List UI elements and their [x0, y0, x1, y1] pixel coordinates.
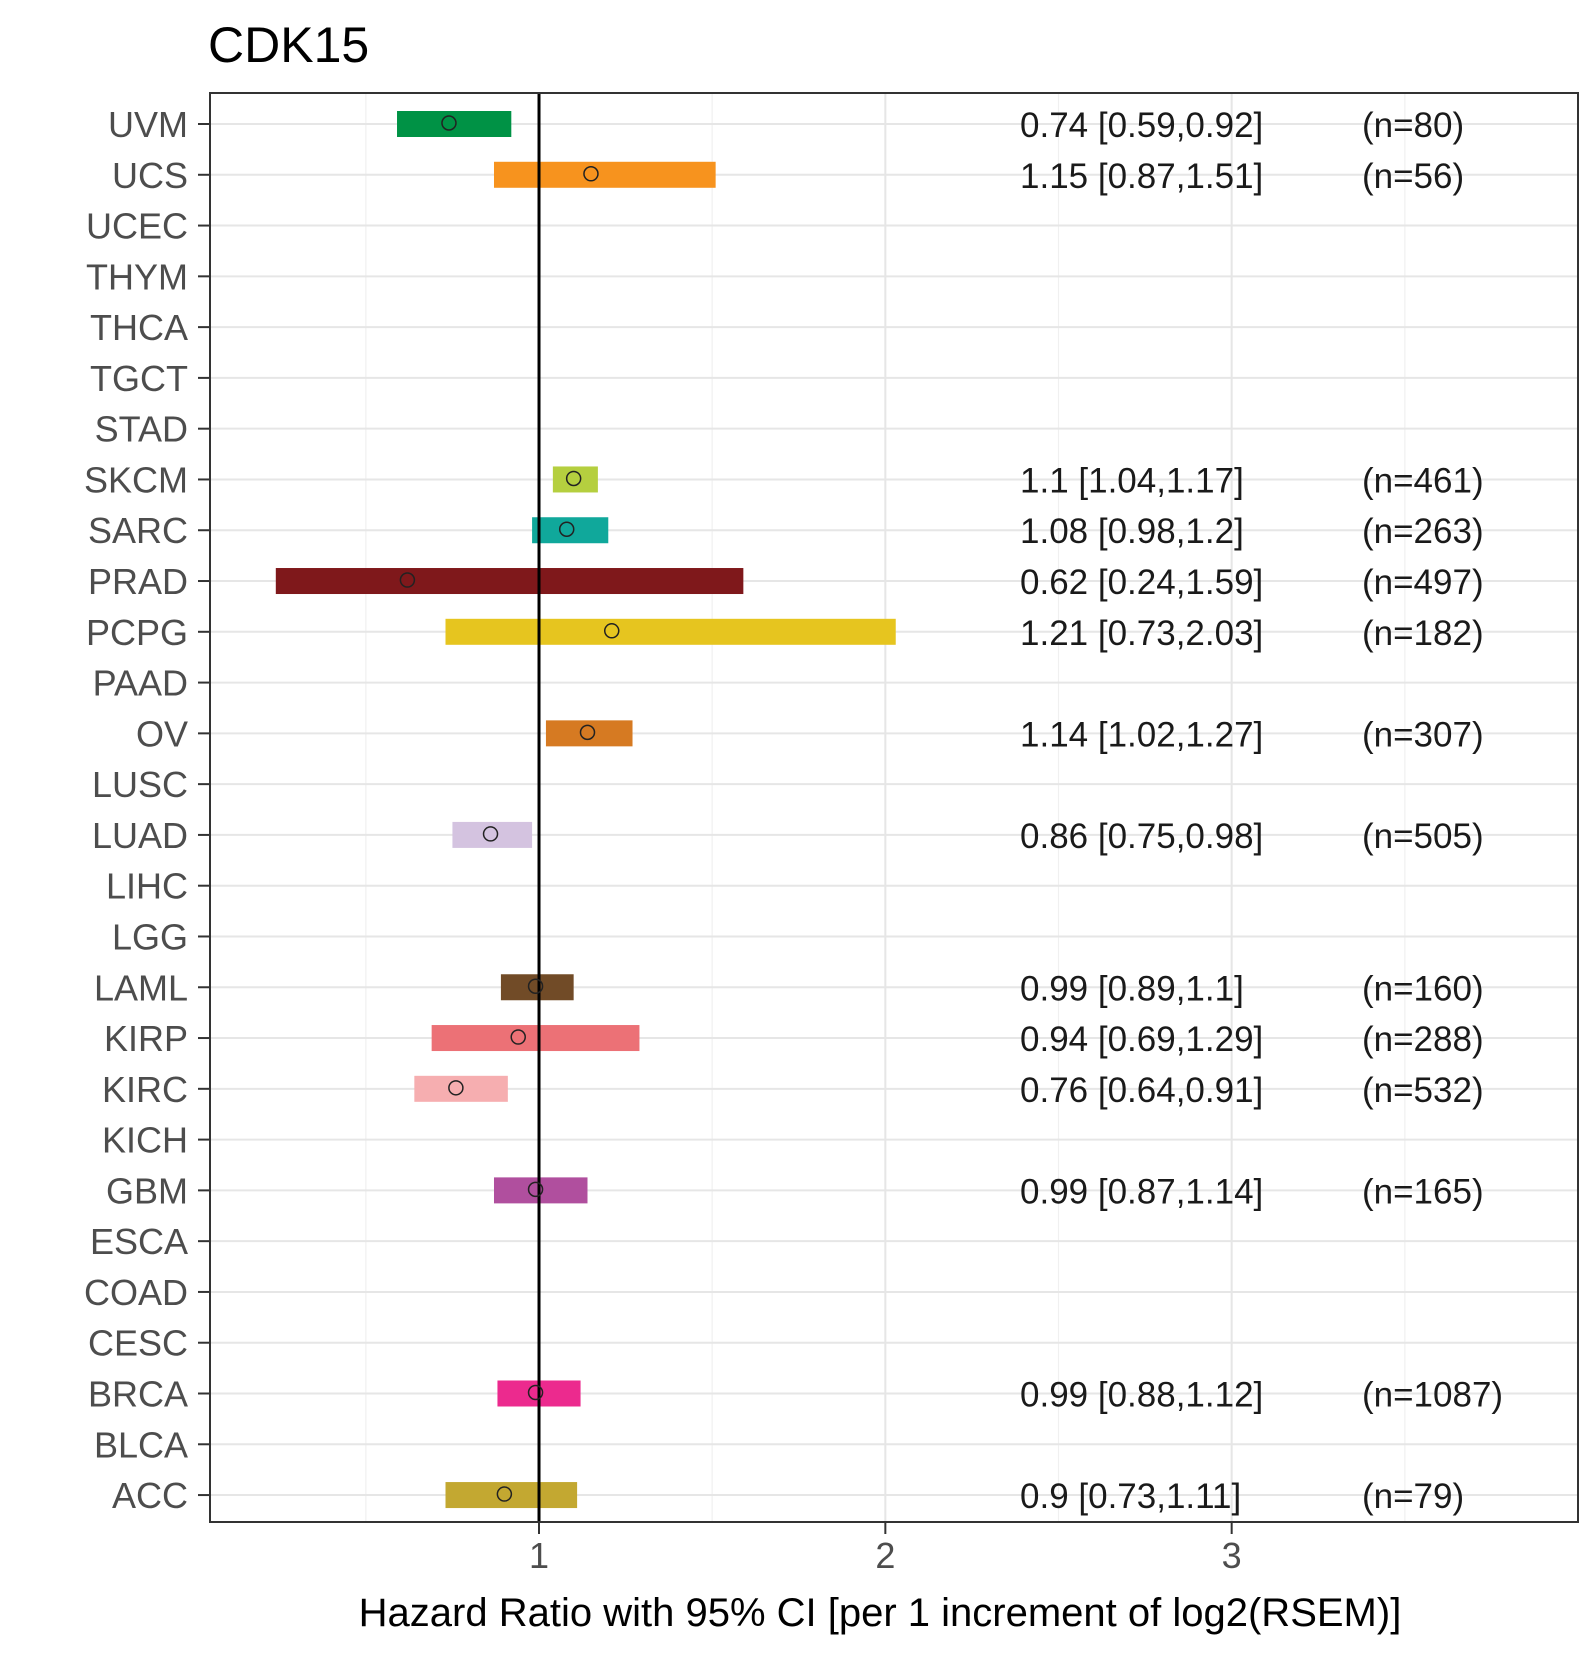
x-tick-label: 3 — [1222, 1535, 1242, 1576]
sample-size-label: (n=80) — [1362, 106, 1464, 145]
y-tick-label: KIRP — [104, 1018, 188, 1059]
y-tick-label: GBM — [106, 1170, 188, 1211]
hr-point-luad — [482, 826, 499, 842]
sample-size-label: (n=1087) — [1362, 1376, 1503, 1415]
ci-bar-uvm — [397, 111, 512, 137]
hr-point-prad — [399, 572, 416, 588]
ci-bar-pcpg — [445, 618, 896, 645]
y-tick-label: LUSC — [92, 764, 188, 805]
hr-ci-label: 0.94 [0.69,1.29] — [1020, 1020, 1263, 1059]
y-tick-label: STAD — [95, 409, 188, 450]
sample-size-label: (n=56) — [1362, 157, 1464, 196]
hr-ci-label: 1.21 [0.73,2.03] — [1020, 614, 1263, 653]
y-tick-label: THYM — [86, 256, 188, 297]
hr-ci-label: 0.99 [0.87,1.14] — [1020, 1172, 1263, 1211]
hr-point-gbm — [527, 1181, 544, 1198]
ci-bar-ucs — [493, 161, 716, 188]
ci-bar-gbm — [493, 1177, 588, 1204]
y-axis: UVM UCS UCEC THYM THCA TGCT STAD SKCM SARC PRAD PC… — [84, 104, 210, 1516]
sample-size-label: (n=532) — [1362, 1071, 1484, 1110]
sample-size-label: (n=182) — [1362, 614, 1484, 653]
y-tick-label: THCA — [90, 307, 188, 348]
ci-bar-skcm — [552, 466, 598, 493]
y-tick-label: CESC — [88, 1323, 188, 1364]
y-tick-label: UCEC — [86, 206, 188, 247]
y-tick-label: SKCM — [84, 459, 188, 500]
hr-point-kirp — [510, 1029, 526, 1045]
sample-size-label: (n=307) — [1362, 715, 1484, 754]
y-tick-label: UVM — [108, 104, 188, 145]
y-tick-label: PCPG — [86, 612, 188, 653]
y-tick-label: PAAD — [93, 663, 188, 704]
y-tick-label: COAD — [84, 1272, 188, 1313]
hr-ci-label: 0.62 [0.24,1.59] — [1020, 563, 1263, 602]
ci-bar-prad — [275, 568, 744, 595]
x-tick-label: 2 — [875, 1535, 895, 1576]
ci-bar-kirp — [431, 1025, 640, 1052]
y-tick-label: PRAD — [88, 561, 188, 602]
y-tick-label: TGCT — [90, 358, 188, 399]
y-tick-label: BRCA — [88, 1374, 188, 1415]
hr-ci-label: 0.86 [0.75,0.98] — [1020, 817, 1263, 856]
x-tick-label: 1 — [529, 1535, 549, 1576]
hr-point-ucs — [583, 166, 599, 182]
hr-point-pcpg — [603, 623, 620, 639]
annotations: 0.74 [0.59,0.92] (n=80) 1.15 [0.87,1.51] (n… — [1020, 106, 1503, 1516]
sample-size-label: (n=165) — [1362, 1172, 1484, 1211]
sample-size-label: (n=497) — [1362, 563, 1484, 602]
hr-ci-label: 1.15 [0.87,1.51] — [1020, 157, 1263, 196]
y-tick-label: LGG — [112, 916, 188, 957]
sample-size-label: (n=263) — [1362, 512, 1484, 551]
hr-point-sarc — [558, 521, 575, 537]
hr-ci-label: 0.76 [0.64,0.91] — [1020, 1071, 1263, 1110]
y-tick-label: LAML — [94, 967, 188, 1008]
sample-size-label: (n=160) — [1362, 969, 1484, 1008]
panel-border — [209, 92, 1579, 1523]
ci-bar-luad — [452, 821, 533, 848]
ci-bar-kirc — [414, 1075, 508, 1102]
y-tick-label: OV — [136, 713, 188, 754]
sample-size-label: (n=288) — [1362, 1020, 1484, 1059]
hr-ci-label: 0.9 [0.73,1.11] — [1020, 1477, 1241, 1516]
y-tick-label: BLCA — [94, 1424, 188, 1465]
hr-ci-label: 0.99 [0.88,1.12] — [1020, 1376, 1263, 1415]
hr-point-kirc — [448, 1080, 464, 1096]
y-tick-label: LUAD — [92, 815, 188, 856]
hr-point-uvm — [441, 115, 457, 131]
y-tick-label: LIHC — [106, 866, 188, 907]
sample-size-label: (n=79) — [1362, 1477, 1464, 1516]
hr-ci-label: 1.1 [1.04,1.17] — [1020, 461, 1244, 500]
hr-point-ov — [579, 724, 596, 741]
hr-point-brca — [527, 1384, 544, 1401]
ci-bar-sarc — [532, 517, 609, 544]
hr-points — [399, 115, 620, 1502]
y-tick-label: KICH — [102, 1120, 188, 1161]
ci-bar-laml — [500, 974, 574, 1001]
y-tick-label: UCS — [112, 155, 188, 196]
sample-size-label: (n=505) — [1362, 817, 1484, 856]
x-axis: 1 2 3 — [529, 1522, 1242, 1576]
grid — [210, 93, 1578, 1522]
hr-ci-label: 1.14 [1.02,1.27] — [1020, 715, 1263, 754]
hr-point-acc — [496, 1486, 513, 1502]
ci-bar-ov — [545, 720, 633, 747]
hr-point-skcm — [565, 470, 582, 487]
chart-title: CDK15 — [208, 17, 369, 73]
hr-ci-label: 0.99 [0.89,1.1] — [1020, 969, 1244, 1008]
y-tick-label: SARC — [88, 510, 188, 551]
hr-ci-label: 1.08 [0.98,1.2] — [1020, 512, 1244, 551]
hr-point-laml — [527, 978, 544, 995]
y-tick-label: KIRC — [102, 1069, 188, 1110]
y-tick-label: ACC — [112, 1475, 188, 1516]
y-tick-label: ESCA — [90, 1221, 188, 1262]
hr-ci-label: 0.74 [0.59,0.92] — [1020, 106, 1263, 145]
ci-bars — [275, 111, 896, 1509]
sample-size-label: (n=461) — [1362, 461, 1484, 500]
x-axis-label: Hazard Ratio with 95% CI [per 1 incremen… — [359, 1591, 1402, 1635]
